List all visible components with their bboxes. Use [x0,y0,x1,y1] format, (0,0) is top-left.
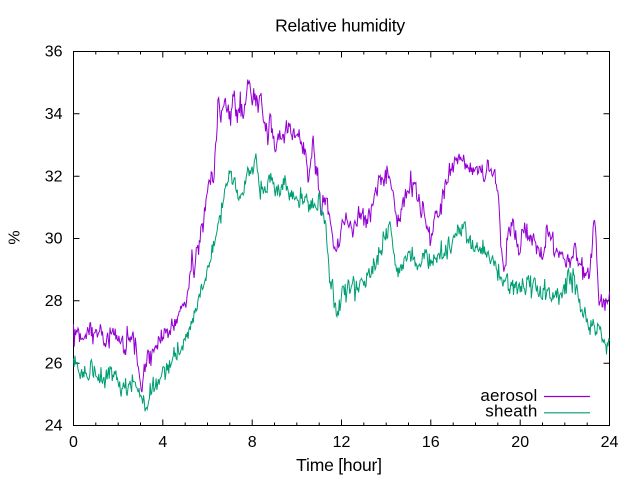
svg-text:24: 24 [601,434,619,451]
svg-text:%: % [7,230,24,244]
svg-text:16: 16 [422,434,440,451]
svg-text:24: 24 [45,418,63,435]
svg-text:28: 28 [45,293,63,310]
svg-text:Time [hour]: Time [hour] [296,455,382,475]
svg-text:36: 36 [45,44,63,61]
svg-text:32: 32 [45,168,63,185]
svg-text:34: 34 [45,106,63,123]
svg-text:4: 4 [158,434,167,451]
svg-text:aerosol: aerosol [480,386,537,405]
svg-text:8: 8 [248,434,257,451]
svg-text:20: 20 [511,434,529,451]
svg-text:26: 26 [45,355,63,372]
svg-text:sheath: sheath [485,401,537,420]
svg-text:30: 30 [45,231,63,248]
svg-text:12: 12 [333,434,351,451]
svg-text:Relative humidity: Relative humidity [275,15,405,35]
svg-text:0: 0 [69,434,78,451]
